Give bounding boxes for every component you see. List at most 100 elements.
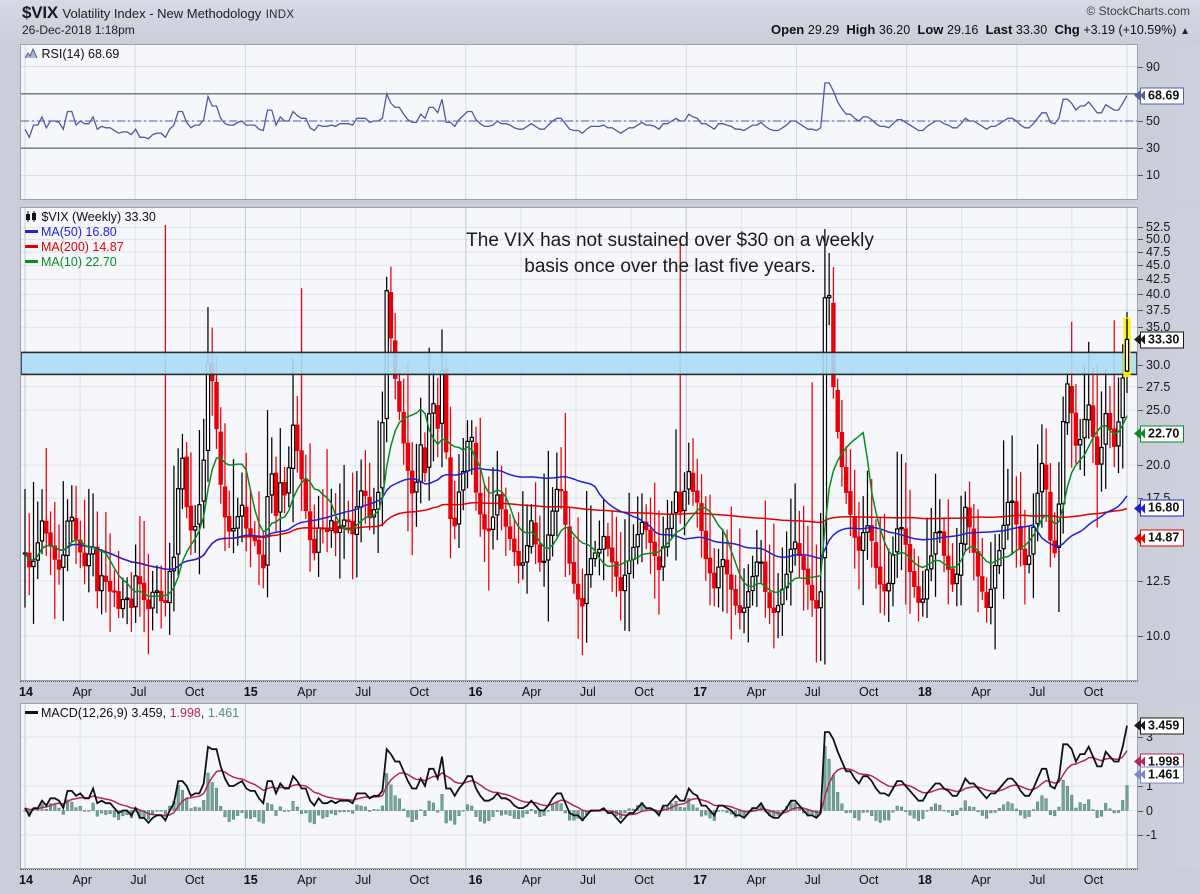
- macd-xlabel-jul: Jul: [355, 873, 372, 887]
- price-xlabel-jul: Jul: [579, 685, 596, 699]
- tag-arrow-icon: [1134, 720, 1140, 731]
- price-xlabel-oct: Oct: [859, 685, 879, 699]
- price-tick-30.0: 30.0: [1146, 358, 1171, 373]
- macd-panel: MACD(12,26,9) 3.459, 1.998, 1.461: [20, 703, 1138, 869]
- price-tick-12.5: 12.5: [1146, 573, 1171, 588]
- ma200-legend: MA(200) 14.87: [25, 240, 124, 254]
- ma50-swatch-icon: [25, 230, 38, 234]
- macd-swatch-icon: [25, 711, 38, 715]
- price-tick-25.0: 25.0: [1146, 403, 1171, 418]
- price-xlabel-apr: Apr: [72, 685, 92, 699]
- rsi-legend-text: RSI(14) 68.69: [41, 47, 120, 61]
- macd-legend: MACD(12,26,9) 3.459, 1.998, 1.461: [25, 706, 239, 720]
- price-xlabel-apr: Apr: [297, 685, 317, 699]
- chart-annotation: The VIX has not sustained over $30 on a …: [420, 228, 920, 280]
- last-value: 33.30: [1015, 23, 1048, 37]
- price-tick-47.5: 47.5: [1146, 245, 1171, 259]
- price-xlabel-oct: Oct: [409, 685, 430, 699]
- price-xlabel-17: 17: [693, 685, 708, 699]
- price-ma200-tag: 14.87: [1134, 529, 1185, 547]
- macd-xlabel-16: 16: [468, 873, 483, 887]
- price-xlabel-16: 16: [468, 685, 483, 699]
- price-plot: [21, 208, 1137, 680]
- tag-arrow-icon: [1134, 756, 1140, 767]
- price-tick-10.0: 10.0: [1146, 628, 1171, 643]
- price-ma50-tag: 16.80: [1134, 499, 1185, 517]
- axis-tickmark: [1138, 310, 1143, 312]
- quote-summary: Open 29.29 High 36.20 Low 29.16 Last 33.…: [771, 22, 1190, 37]
- candlestick-icon: [26, 211, 36, 222]
- macd-xlabel-jul: Jul: [579, 873, 596, 887]
- macd-xlabel-apr: Apr: [746, 873, 767, 887]
- macd-xlabel-jul: Jul: [804, 873, 821, 887]
- low-value: 29.16: [947, 23, 979, 37]
- high-label: High: [846, 22, 876, 37]
- tag-arrow-icon: [1134, 533, 1140, 544]
- rsi-tick-50: 50: [1146, 114, 1160, 128]
- price-legend-main: $VIX (Weekly) 33.30: [25, 210, 156, 224]
- macd-xlabel-oct: Oct: [859, 873, 879, 887]
- rsi-tick-30: 30: [1146, 141, 1160, 156]
- price-xlabel-oct: Oct: [184, 685, 205, 699]
- symbol-ticker: $VIX: [22, 3, 59, 22]
- macd-legend-v2: 1.998: [169, 706, 201, 720]
- price-xlabel-apr: Apr: [971, 685, 991, 699]
- macd-tick-0: 0: [1146, 803, 1153, 818]
- macd-y-axis: 3 1 0 -1 3.459 1.998 1.461: [1134, 703, 1200, 869]
- macd-tick-3: 3: [1146, 729, 1153, 744]
- ma10-legend: MA(10) 22.70: [25, 255, 117, 269]
- axis-tickmark: [1138, 121, 1143, 122]
- price-xlabel-apr: Apr: [521, 685, 542, 699]
- price-xlabel-oct: Oct: [634, 685, 654, 699]
- axis-tickmark: [1138, 786, 1143, 787]
- tag-arrow-icon: [1134, 503, 1140, 514]
- symbol-description: Volatility Index - New Methodology: [62, 6, 262, 21]
- axis-tickmark: [1138, 265, 1143, 267]
- macd-legend-name: MACD(12,26,9): [41, 706, 128, 720]
- tag-arrow-icon: [1134, 334, 1140, 345]
- axis-tickmark: [1138, 227, 1143, 229]
- axis-tickmark: [1138, 148, 1143, 150]
- tag-arrow-icon: [1134, 769, 1140, 780]
- macd-xlabel-oct: Oct: [1083, 873, 1104, 887]
- ma50-legend: MA(50) 16.80: [25, 225, 117, 239]
- price-x-axis: 14 Apr Jul Oct 15 Apr Jul Oct 16 Apr Jul Oct 17 Apr Ju…: [19, 681, 1138, 705]
- macd-xlabel-17: 17: [693, 873, 708, 887]
- high-value: 36.20: [878, 23, 911, 37]
- open-label: Open: [771, 22, 805, 37]
- macd-xlabel-18: 18: [917, 873, 932, 887]
- macd-legend-v3: 1.461: [207, 706, 240, 720]
- macd-legend-v1: 3.459: [131, 706, 163, 720]
- macd-xlabel-apr: Apr: [72, 873, 92, 887]
- stockcharts-brand: © StockCharts.com: [1086, 4, 1190, 18]
- axis-tickmark: [1138, 66, 1143, 68]
- rsi-tick-10: 10: [1146, 168, 1160, 183]
- macd-plot: [21, 704, 1137, 868]
- price-xlabel-oct: Oct: [1083, 685, 1104, 699]
- macd-hist-tag: 1.461: [1134, 766, 1185, 784]
- price-xlabel-jul: Jul: [130, 685, 147, 699]
- price-tick-42.5: 42.5: [1146, 272, 1171, 287]
- axis-tickmark: [1138, 386, 1143, 388]
- rsi-y-axis: 90 50 30 10 68.69: [1134, 44, 1200, 200]
- axis-tickmark: [1138, 736, 1143, 738]
- price-y-axis: 52.5 50.0 47.5 45.0 42.5 40.0 37.5 35.0 30.0 27.5…: [1134, 207, 1200, 681]
- macd-xlabel-jul: Jul: [130, 873, 147, 887]
- tag-arrow-icon: [1134, 428, 1140, 439]
- price-panel: $VIX (Weekly) 33.30 MA(50) 16.80 MA(200)…: [20, 207, 1138, 681]
- annotation-line-2: basis once over the last five years.: [524, 256, 816, 277]
- rsi-plot: [21, 45, 1137, 199]
- macd-xlabel-apr: Apr: [521, 873, 542, 887]
- annotation-line-1: The VIX has not sustained over $30 on a …: [466, 230, 874, 251]
- price-last-tag: 33.30: [1134, 331, 1185, 348]
- axis-tickmark: [1138, 252, 1143, 253]
- symbol-exchange: INDX: [265, 9, 295, 21]
- axis-tickmark: [1138, 465, 1143, 467]
- price-xlabel-15: 15: [243, 685, 258, 699]
- macd-xlabel-15: 15: [243, 873, 258, 887]
- price-xlabel-14: 14: [19, 685, 33, 699]
- rsi-legend: RSI(14) 68.69: [24, 47, 120, 61]
- axis-tickmark: [1138, 410, 1143, 412]
- price-tick-20.0: 20.0: [1146, 458, 1171, 473]
